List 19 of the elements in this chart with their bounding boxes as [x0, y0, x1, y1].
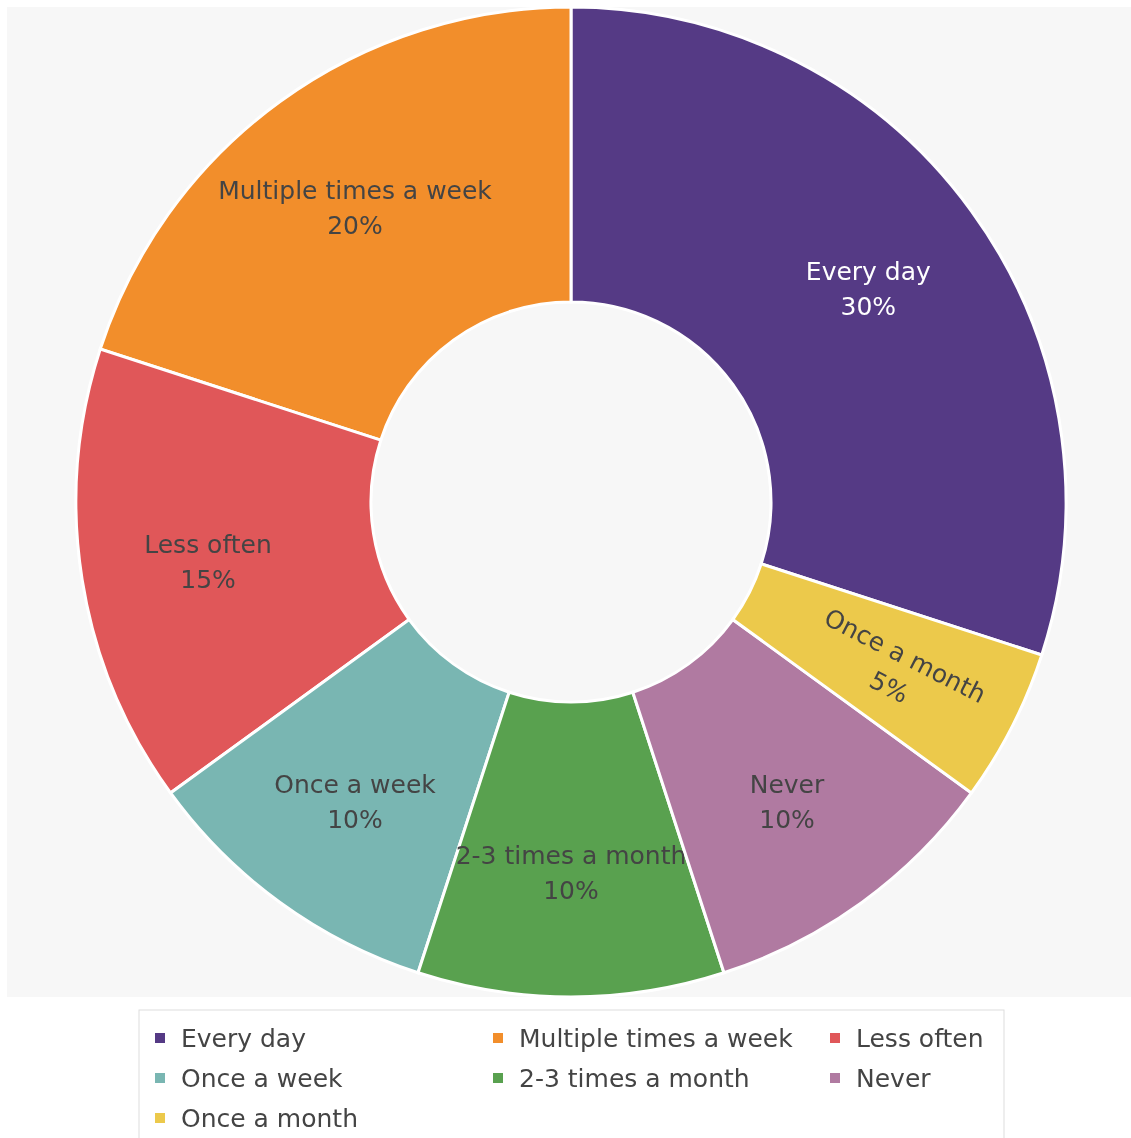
slice-label: Multiple times a week: [218, 175, 493, 205]
slice-label: Once a week: [274, 770, 437, 800]
legend-label: 2-3 times a month: [519, 1064, 750, 1093]
legend-label: Once a week: [181, 1064, 344, 1093]
slice-label: Never: [749, 770, 825, 800]
data-label: 10%: [543, 875, 599, 905]
legend-label: Less often: [856, 1024, 984, 1053]
slice-label: Less often: [144, 530, 272, 560]
legend-label: Once a month: [181, 1104, 359, 1133]
data-label: 15%: [180, 565, 236, 595]
legend-label: Every day: [181, 1024, 307, 1053]
data-label: 30%: [840, 291, 897, 321]
legend-label: Multiple times a week: [519, 1024, 794, 1053]
legend-label: Never: [856, 1064, 932, 1093]
slice-label: 2-3 times a month: [455, 840, 687, 870]
data-label: 20%: [327, 210, 383, 240]
data-label: 10%: [327, 805, 383, 835]
slice-label: Every day: [805, 256, 931, 286]
data-label: 10%: [759, 805, 815, 835]
